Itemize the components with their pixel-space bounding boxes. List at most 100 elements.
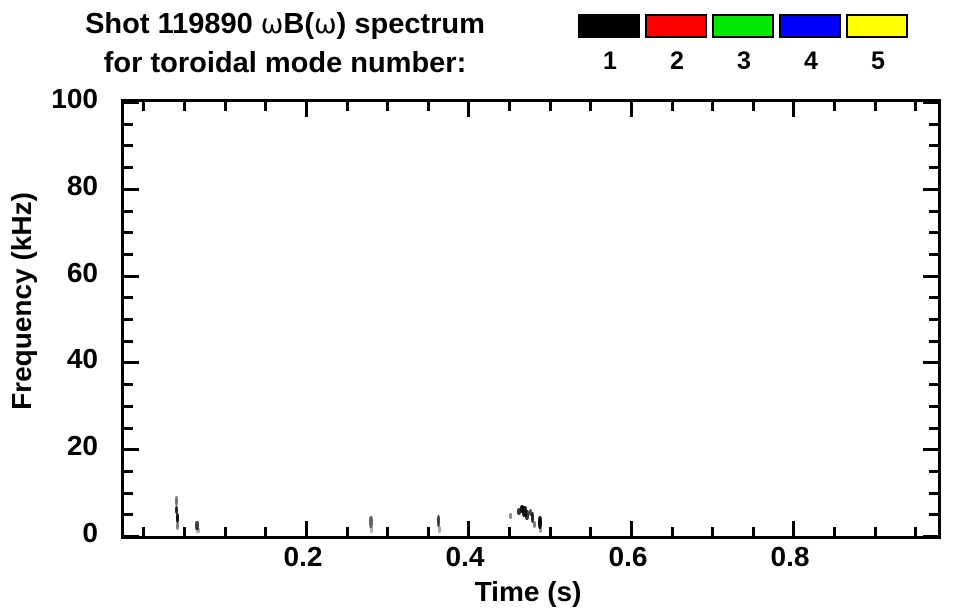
x-tick-minor-0 <box>142 527 145 536</box>
y-tick-major-0 <box>124 535 139 538</box>
y-tick-minor-right-75 <box>929 210 938 213</box>
x-tick-label-0.4: 0.4 <box>445 541 485 572</box>
y-tick-minor-right-95 <box>929 123 938 126</box>
y-tick-minor-right-50 <box>929 318 938 321</box>
x-tick-minor-top-0.65 <box>671 102 674 111</box>
y-tick-minor-right-45 <box>929 340 938 343</box>
x-tick-major-0.6 <box>630 521 633 536</box>
y-tick-minor-right-25 <box>929 427 938 430</box>
x-tick-minor-0.7 <box>711 527 714 536</box>
y-tick-minor-55 <box>124 296 133 299</box>
y-tick-major-right-60 <box>923 275 938 278</box>
y-tick-minor-right-90 <box>929 144 938 147</box>
y-tick-minor-50 <box>124 318 133 321</box>
y-tick-minor-right-35 <box>929 383 938 386</box>
omega-symbol-1: ω <box>260 9 284 40</box>
x-tick-minor-top-0.05 <box>183 102 186 111</box>
x-tick-major-top-0.8 <box>792 102 795 117</box>
chart-title-line-2: for toroidal mode number: <box>103 47 467 79</box>
legend-item-5[interactable]: 5 <box>846 14 910 75</box>
y-tick-major-right-0 <box>923 535 938 538</box>
y-tick-minor-45 <box>124 340 133 343</box>
x-tick-major-top-0.4 <box>467 102 470 117</box>
x-tick-minor-0.9 <box>874 527 877 536</box>
legend-item-1[interactable]: 1 <box>578 14 642 75</box>
x-tick-minor-0.55 <box>589 527 592 536</box>
x-tick-minor-0.85 <box>833 527 836 536</box>
y-tick-major-right-20 <box>923 448 938 451</box>
x-tick-minor-top-0.9 <box>874 102 877 111</box>
y-tick-major-100 <box>124 101 139 104</box>
legend: 1 2 3 4 5 <box>578 14 958 90</box>
legend-item-2[interactable]: 2 <box>645 14 709 75</box>
y-tick-minor-right-55 <box>929 296 938 299</box>
y-tick-minor-75 <box>124 210 133 213</box>
y-tick-minor-right-10 <box>929 492 938 495</box>
y-tick-minor-right-5 <box>929 513 938 516</box>
y-tick-minor-right-85 <box>929 166 938 169</box>
legend-label-5: 5 <box>871 47 885 75</box>
y-tick-minor-65 <box>124 253 133 256</box>
y-tick-minor-35 <box>124 383 133 386</box>
spectrum-mark-n1 <box>539 528 543 534</box>
spectrum-mark-n1 <box>531 512 535 524</box>
legend-label-1: 1 <box>603 47 617 75</box>
x-tick-minor-top-0.75 <box>752 102 755 111</box>
spectrum-mark-n1 <box>436 515 440 528</box>
y-tick-minor-90 <box>124 144 133 147</box>
spectrum-mark-n1 <box>175 512 180 523</box>
x-axis-tick-labels: 0.2 0.4 0.6 0.8 <box>121 543 935 577</box>
x-tick-minor-0.95 <box>914 527 917 536</box>
x-tick-major-0.8 <box>792 521 795 536</box>
y-tick-major-right-40 <box>923 361 938 364</box>
spectrum-mark-n1 <box>520 504 525 514</box>
x-tick-minor-0.35 <box>427 527 430 536</box>
y-tick-label-100: 100 <box>51 83 98 114</box>
x-tick-minor-0.1 <box>224 527 227 536</box>
spectrum-mark-n1 <box>516 508 521 516</box>
y-tick-major-20 <box>124 448 139 451</box>
spectrum-mark-n1 <box>370 526 374 533</box>
y-tick-major-40 <box>124 361 139 364</box>
legend-label-2: 2 <box>670 47 684 75</box>
x-tick-label-0.8: 0.8 <box>770 541 810 572</box>
legend-item-4[interactable]: 4 <box>779 14 843 75</box>
y-tick-label-0: 0 <box>82 517 98 548</box>
legend-swatch-1 <box>578 14 640 38</box>
spectrum-mark-n1 <box>525 510 529 520</box>
legend-swatch-3 <box>712 14 774 38</box>
x-tick-major-0.2 <box>305 521 308 536</box>
x-tick-major-top-0.2 <box>305 102 308 117</box>
chart-title-line-1: Shot 119890 ωB(ω) spectrum <box>0 6 570 43</box>
y-tick-minor-30 <box>124 405 133 408</box>
spectrum-mark-n1 <box>528 509 532 517</box>
legend-label-3: 3 <box>737 47 751 75</box>
y-tick-major-80 <box>124 188 139 191</box>
legend-label-4: 4 <box>804 47 818 75</box>
spectrum-mark-n1 <box>195 521 199 530</box>
y-tick-major-right-80 <box>923 188 938 191</box>
y-tick-minor-95 <box>124 123 133 126</box>
x-tick-label-0.2: 0.2 <box>283 541 323 572</box>
x-tick-major-top-0.6 <box>630 102 633 117</box>
y-tick-label-60: 60 <box>66 257 98 288</box>
spectrum-mark-n1 <box>537 516 542 529</box>
legend-item-3[interactable]: 3 <box>712 14 776 75</box>
spectrum-mark-n1 <box>175 505 179 515</box>
y-tick-minor-25 <box>124 427 133 430</box>
y-tick-minor-right-30 <box>929 405 938 408</box>
y-tick-minor-right-70 <box>929 231 938 234</box>
y-tick-minor-10 <box>124 492 133 495</box>
legend-swatch-5 <box>846 14 908 38</box>
omega-symbol-2: ω <box>314 9 337 40</box>
x-tick-minor-top-0.95 <box>914 102 917 111</box>
legend-swatch-4 <box>779 14 841 38</box>
y-axis-tick-labels: 0 20 40 60 80 100 <box>0 85 110 547</box>
spectrum-mark-n1 <box>369 516 373 528</box>
x-tick-minor-top-0.25 <box>346 102 349 111</box>
x-tick-minor-top-0.55 <box>589 102 592 111</box>
spectrum-mark-n1 <box>196 528 200 534</box>
spectrum-mark-n1 <box>175 496 179 507</box>
x-tick-minor-top-0.15 <box>264 102 267 111</box>
